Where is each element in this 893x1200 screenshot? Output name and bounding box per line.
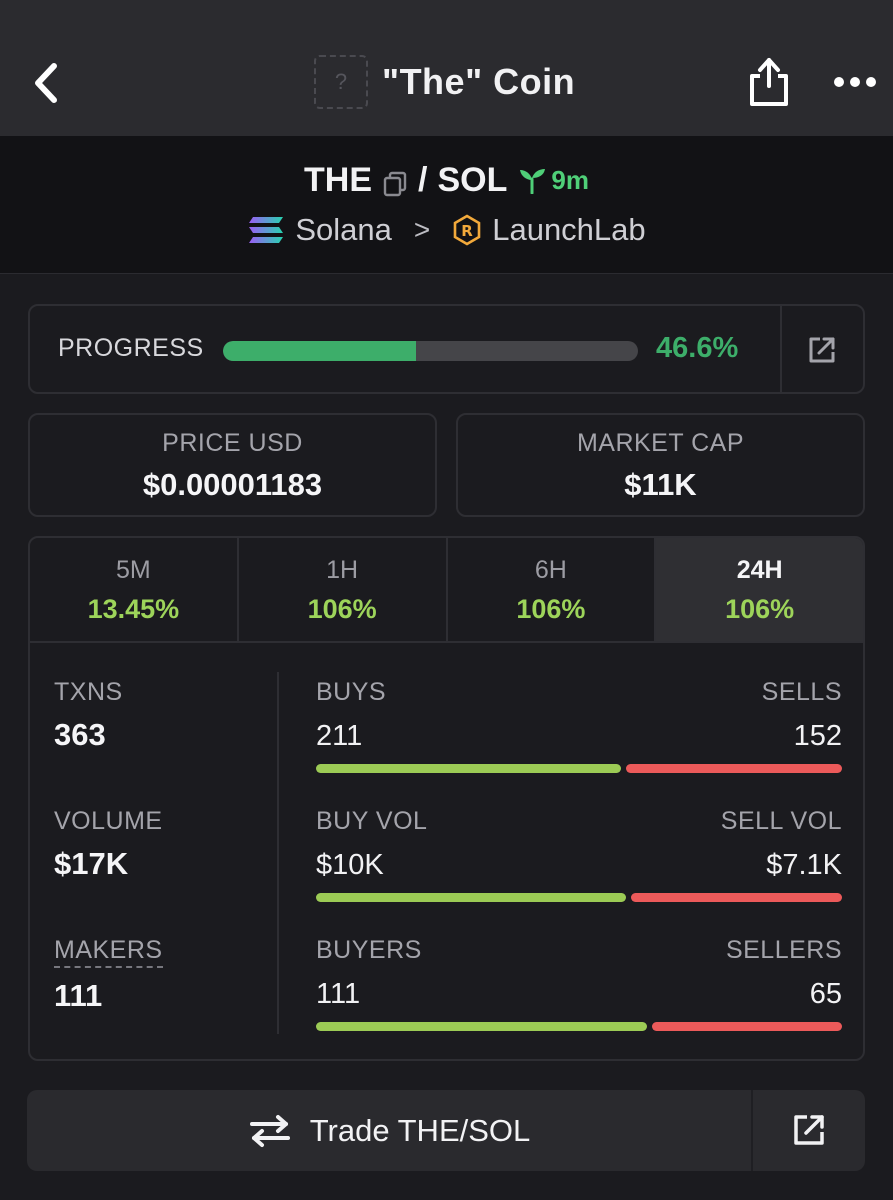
pair-row: THE / SOL 9m xyxy=(0,158,893,202)
column-divider xyxy=(277,672,279,1034)
txns-value: 363 xyxy=(54,717,106,752)
open-progress-button[interactable] xyxy=(806,334,838,366)
pair-separator: / xyxy=(418,160,428,199)
market-cap-card: MARKET CAP $11K xyxy=(456,413,865,517)
sellers-label: SELLERS xyxy=(725,936,842,964)
sprout-icon xyxy=(520,169,546,194)
tab-1h[interactable]: 1H 106% xyxy=(239,538,448,641)
more-options-button[interactable] xyxy=(832,68,878,96)
volume-split: BUY VOL SELL VOL $10K $7.1K xyxy=(316,807,842,902)
sell-bar xyxy=(626,764,842,773)
buy-bar xyxy=(316,764,622,773)
back-button[interactable] xyxy=(28,58,68,108)
sellers-value: 65 xyxy=(809,978,842,1010)
pair-age-text: 9m xyxy=(551,164,589,195)
solana-icon xyxy=(249,217,284,243)
progress-bar xyxy=(223,341,638,361)
sell-vol-label: SELL VOL xyxy=(720,807,842,835)
tab-label: 24H xyxy=(736,556,783,584)
launchlab-icon: R xyxy=(453,214,481,246)
makers-bar xyxy=(316,1022,842,1031)
tab-label: 5M xyxy=(116,556,151,584)
token-logo-placeholder: ? xyxy=(314,55,368,109)
buy-vol-label: BUY VOL xyxy=(316,807,428,835)
makers-metric: MAKERS 111 xyxy=(54,936,163,1014)
sell-bar xyxy=(652,1022,842,1031)
sells-value: 152 xyxy=(793,720,842,752)
progress-percent: 46.6% xyxy=(656,332,739,364)
more-dots-icon xyxy=(834,77,876,87)
progress-label: PROGRESS xyxy=(58,334,204,362)
makers-label[interactable]: MAKERS xyxy=(54,936,163,968)
volume-value: $17K xyxy=(54,846,129,881)
volume-label: VOLUME xyxy=(54,807,163,835)
price-usd-label: PRICE USD xyxy=(162,429,303,457)
dex-name: LaunchLab xyxy=(492,212,646,247)
page-title: "The" Coin xyxy=(382,61,576,102)
logo-placeholder-text: ? xyxy=(334,69,348,94)
chevron-left-icon xyxy=(35,63,57,103)
trade-button[interactable]: Trade THE/SOL xyxy=(27,1090,751,1171)
base-token-symbol: THE xyxy=(304,160,373,199)
progress-bar-fill xyxy=(223,341,417,361)
pair-age: 9m xyxy=(517,165,589,196)
progress-card: PROGRESS 46.6% xyxy=(28,304,865,394)
top-app-bar: ? "The" Coin xyxy=(0,0,893,136)
market-cap-label: MARKET CAP xyxy=(576,429,745,457)
price-usd-value: $0.00001183 xyxy=(142,467,323,502)
copy-icon xyxy=(383,171,407,197)
buy-vol-value: $10K xyxy=(316,849,384,881)
buyers-label: BUYERS xyxy=(316,936,422,964)
tab-6h[interactable]: 6H 106% xyxy=(448,538,657,641)
transactions-card: 5M 13.45% 1H 106% 6H 106% 24H 106% TXNS … xyxy=(28,536,865,1061)
chain-breadcrumb: Solana > R LaunchLab xyxy=(0,208,893,252)
volume-metric: VOLUME $17K xyxy=(54,807,163,882)
divider xyxy=(751,1090,753,1171)
txns-label: TXNS xyxy=(54,678,123,706)
share-icon xyxy=(750,58,788,106)
buyers-value: 111 xyxy=(316,978,361,1010)
tab-5m[interactable]: 5M 13.45% xyxy=(30,538,239,641)
market-cap-value: $11K xyxy=(624,467,697,502)
tab-change: 13.45% xyxy=(87,594,180,624)
breadcrumb-separator: > xyxy=(413,214,431,245)
external-link-icon xyxy=(809,337,835,363)
sell-bar xyxy=(631,893,842,902)
divider xyxy=(780,306,782,392)
timeframe-tabs: 5M 13.45% 1H 106% 6H 106% 24H 106% xyxy=(30,538,863,643)
buys-sells-bar xyxy=(316,764,842,773)
makers-split: BUYERS SELLERS 111 65 xyxy=(316,936,842,1031)
buy-bar xyxy=(316,1022,648,1031)
tab-change: 106% xyxy=(307,594,377,624)
sell-vol-value: $7.1K xyxy=(766,849,842,881)
svg-text:R: R xyxy=(461,222,473,240)
tab-change: 106% xyxy=(516,594,586,624)
trade-bar: Trade THE/SOL xyxy=(27,1090,865,1171)
tab-label: 6H xyxy=(534,556,567,584)
buys-sells-split: BUYS SELLS 211 152 xyxy=(316,678,842,773)
copy-address-button[interactable] xyxy=(382,167,408,197)
pair-info-bar: THE / SOL 9m xyxy=(0,136,893,274)
open-trade-external-button[interactable] xyxy=(791,1112,827,1148)
txns-metric: TXNS 363 xyxy=(54,678,123,753)
buy-bar xyxy=(316,893,627,902)
sells-label: SELLS xyxy=(761,678,842,706)
buys-label: BUYS xyxy=(316,678,387,706)
volume-bar xyxy=(316,893,842,902)
trade-button-label: Trade THE/SOL xyxy=(309,1112,531,1148)
dex-link[interactable]: R LaunchLab xyxy=(452,212,646,248)
tab-change: 106% xyxy=(725,594,795,624)
chain-link[interactable]: Solana xyxy=(247,212,392,248)
tab-24h[interactable]: 24H 106% xyxy=(656,538,863,641)
external-link-icon xyxy=(794,1115,824,1145)
buys-value: 211 xyxy=(316,720,363,752)
share-button[interactable] xyxy=(746,52,792,110)
swap-arrows-icon xyxy=(249,1114,290,1147)
makers-value: 111 xyxy=(54,978,103,1013)
price-usd-card: PRICE USD $0.00001183 xyxy=(28,413,437,517)
quote-token-symbol: SOL xyxy=(437,160,508,199)
chain-name: Solana xyxy=(295,212,392,247)
tab-label: 1H xyxy=(326,556,359,584)
